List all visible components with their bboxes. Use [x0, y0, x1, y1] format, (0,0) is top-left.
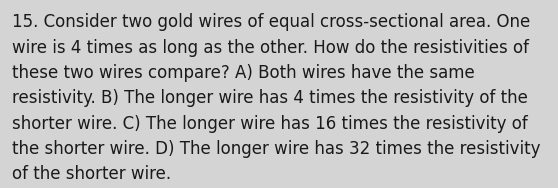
Text: the shorter wire. D) The longer wire has 32 times the resistivity: the shorter wire. D) The longer wire has… [12, 140, 541, 158]
Text: wire is 4 times as long as the other. How do the resistivities of: wire is 4 times as long as the other. Ho… [12, 39, 530, 57]
Text: these two wires compare? A) Both wires have the same: these two wires compare? A) Both wires h… [12, 64, 475, 82]
Text: shorter wire. C) The longer wire has 16 times the resistivity of: shorter wire. C) The longer wire has 16 … [12, 115, 528, 133]
Text: resistivity. B) The longer wire has 4 times the resistivity of the: resistivity. B) The longer wire has 4 ti… [12, 89, 528, 107]
Text: of the shorter wire.: of the shorter wire. [12, 165, 171, 183]
Text: 15. Consider two gold wires of equal cross-sectional area. One: 15. Consider two gold wires of equal cro… [12, 13, 531, 31]
